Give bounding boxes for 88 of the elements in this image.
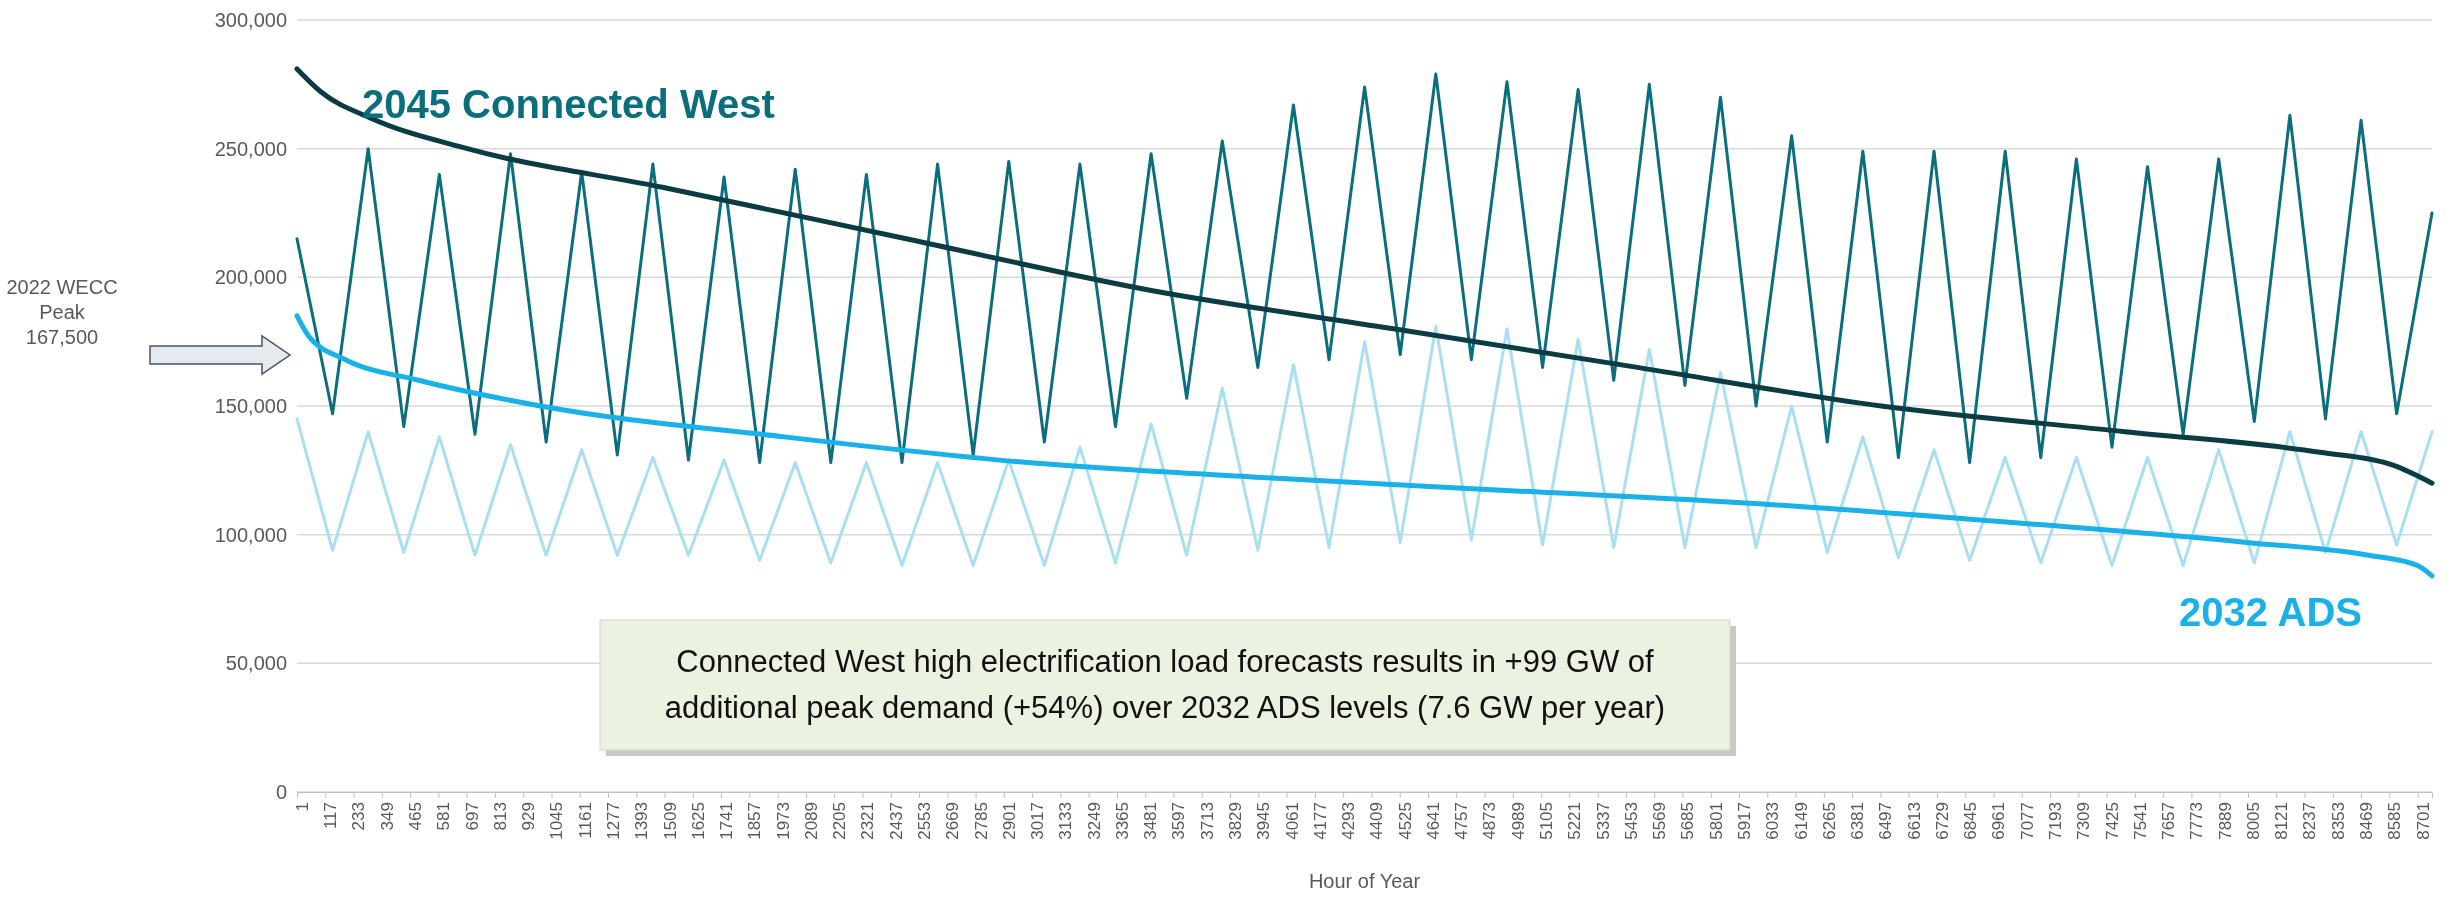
series-label: 2045 Connected West xyxy=(362,82,775,126)
x-tick-label: 7541 xyxy=(2130,802,2150,840)
x-tick-label: 1045 xyxy=(547,802,567,840)
x-tick-label: 7077 xyxy=(2017,802,2037,840)
x-tick-label: 3365 xyxy=(1112,802,1132,840)
x-tick-label: 4989 xyxy=(1508,802,1528,840)
y-tick-label: 150,000 xyxy=(214,394,287,417)
x-tick-label: 8237 xyxy=(2300,802,2320,840)
x-tick-label: 8005 xyxy=(2243,802,2263,840)
x-tick-label: 5569 xyxy=(1650,802,1670,840)
x-tick-label: 3597 xyxy=(1169,802,1189,840)
x-tick-label: 4641 xyxy=(1423,802,1443,840)
x-tick-label: 2669 xyxy=(943,802,963,840)
x-tick-label: 2205 xyxy=(830,802,850,840)
x-tick-label: 6381 xyxy=(1848,802,1868,840)
text: 2022 WECC Peak 167,500 xyxy=(6,276,118,348)
x-tick-label: 1973 xyxy=(773,802,793,840)
x-tick-label: 6613 xyxy=(1904,802,1924,840)
x-tick-label: 4177 xyxy=(1310,802,1330,840)
x-tick-label: 4293 xyxy=(1339,802,1359,840)
x-tick-label: 8701 xyxy=(2413,802,2433,840)
x-tick-label: 8585 xyxy=(2385,802,2405,840)
x-tick-label: 1 xyxy=(292,802,312,812)
x-tick-label: 1161 xyxy=(575,802,595,839)
x-tick-label: 3829 xyxy=(1226,802,1246,840)
x-tick-label: 5917 xyxy=(1734,802,1754,840)
x-tick-label: 7889 xyxy=(2215,802,2235,840)
x-tick-label: 6497 xyxy=(1876,802,1896,840)
x-tick-label: 1509 xyxy=(660,802,680,840)
x-tick-label: 6033 xyxy=(1763,802,1783,840)
x-tick-label: 6845 xyxy=(1961,802,1981,840)
x-tick-label: 4409 xyxy=(1367,802,1387,840)
x-tick-label: 6265 xyxy=(1819,802,1839,840)
x-tick-label: 233 xyxy=(349,802,369,831)
x-tick-label: 5801 xyxy=(1706,802,1726,840)
x-tick-label: 5105 xyxy=(1537,802,1557,840)
x-tick-label: 7773 xyxy=(2187,802,2207,840)
x-axis-title: Hour of Year xyxy=(1308,870,1421,892)
x-tick-label: 3133 xyxy=(1056,802,1076,840)
y-tick-label: 250,000 xyxy=(214,137,287,160)
x-tick-label: 3945 xyxy=(1254,802,1274,840)
x-tick-label: 2785 xyxy=(971,802,991,840)
x-tick-label: 5685 xyxy=(1678,802,1698,840)
x-tick-label: 7309 xyxy=(2074,802,2094,840)
x-tick-label: 697 xyxy=(462,802,482,831)
x-tick-label: 349 xyxy=(377,802,397,831)
x-tick-label: 4061 xyxy=(1282,802,1302,840)
x-tick-label: 6729 xyxy=(1932,802,1952,840)
x-tick-label: 3249 xyxy=(1084,802,1104,840)
x-tick-label: 4757 xyxy=(1452,802,1472,840)
x-tick-label: 3017 xyxy=(1028,802,1048,840)
y-tick-label: 200,000 xyxy=(214,266,287,289)
x-tick-label: 2321 xyxy=(858,802,878,840)
x-tick-label: 2553 xyxy=(914,802,934,840)
x-tick-label: 813 xyxy=(490,802,510,831)
x-tick-label: 1625 xyxy=(688,802,708,840)
x-tick-label: 117 xyxy=(321,802,341,830)
x-tick-label: 5337 xyxy=(1593,802,1613,840)
x-tick-label: 6961 xyxy=(1989,802,2009,840)
x-tick-label: 5453 xyxy=(1621,802,1641,840)
x-tick-label: 7657 xyxy=(2159,802,2179,840)
annotation: Connected West high electrification load forecasts results in +99 GW of additional peak demand (+54%) over 2032 ADS levels (7.6 GW per year) xyxy=(664,644,1666,725)
y-tick-label: 0 xyxy=(275,780,287,803)
x-tick-label: 2437 xyxy=(886,802,906,840)
x-tick-label: 7193 xyxy=(2045,802,2065,840)
x-tick-label: 8121 xyxy=(2272,802,2292,840)
x-tick-label: 8469 xyxy=(2357,802,2376,840)
x-tick-label: 929 xyxy=(519,802,539,831)
x-tick-label: 4873 xyxy=(1480,802,1500,840)
x-tick-label: 5221 xyxy=(1565,802,1585,840)
x-tick-label: 1857 xyxy=(745,802,765,840)
x-tick-label: 8353 xyxy=(2328,802,2348,840)
y-tick-label: 300,000 xyxy=(214,8,287,31)
x-tick-label: 1741 xyxy=(717,802,737,840)
x-tick-label: 1393 xyxy=(632,802,652,840)
series-label: 2032 ADS xyxy=(2178,589,2362,634)
x-tick-label: 7425 xyxy=(2102,802,2122,840)
x-tick-label: 3713 xyxy=(1197,802,1217,840)
x-tick-label: 581 xyxy=(434,802,454,831)
y-tick-label: 50,000 xyxy=(225,652,287,675)
x-tick-label: 2089 xyxy=(801,802,821,840)
x-tick-label: 4525 xyxy=(1395,802,1415,840)
x-tick-label: 2901 xyxy=(999,802,1019,840)
x-tick-label: 465 xyxy=(406,802,426,831)
x-tick-label: 6149 xyxy=(1791,802,1811,840)
x-tick-label: 3481 xyxy=(1141,802,1161,840)
x-tick-label: 1277 xyxy=(603,802,623,840)
y-tick-label: 100,000 xyxy=(214,523,287,546)
